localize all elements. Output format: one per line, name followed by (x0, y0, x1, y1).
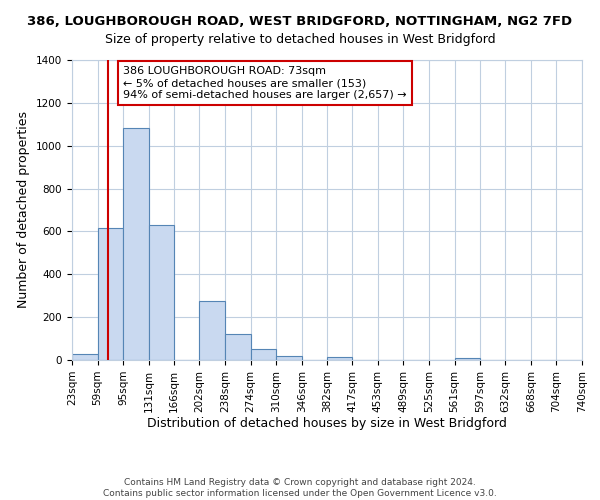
X-axis label: Distribution of detached houses by size in West Bridgford: Distribution of detached houses by size … (147, 418, 507, 430)
Bar (149, 225, 174, 360)
Y-axis label: Number of detached properties: Number of detached properties (17, 112, 31, 308)
Text: 386 LOUGHBOROUGH ROAD: 73sqm
← 5% of detached houses are smaller (153)
94% of se: 386 LOUGHBOROUGH ROAD: 73sqm ← 5% of det… (123, 66, 407, 100)
Text: Contains HM Land Registry data © Crown copyright and database right 2024.
Contai: Contains HM Land Registry data © Crown c… (103, 478, 497, 498)
Bar (455, 358, 480, 360)
Bar (276, 356, 302, 360)
Bar (328, 357, 352, 360)
Text: Size of property relative to detached houses in West Bridgford: Size of property relative to detached ho… (104, 32, 496, 46)
Bar (251, 350, 276, 360)
Text: 386, LOUGHBOROUGH ROAD, WEST BRIDGFORD, NOTTINGHAM, NG2 7FD: 386, LOUGHBOROUGH ROAD, WEST BRIDGFORD, … (28, 15, 572, 28)
Bar (225, 334, 251, 360)
Bar (72, 354, 98, 360)
Bar (98, 228, 123, 360)
Bar (199, 301, 225, 360)
Bar (123, 128, 149, 360)
